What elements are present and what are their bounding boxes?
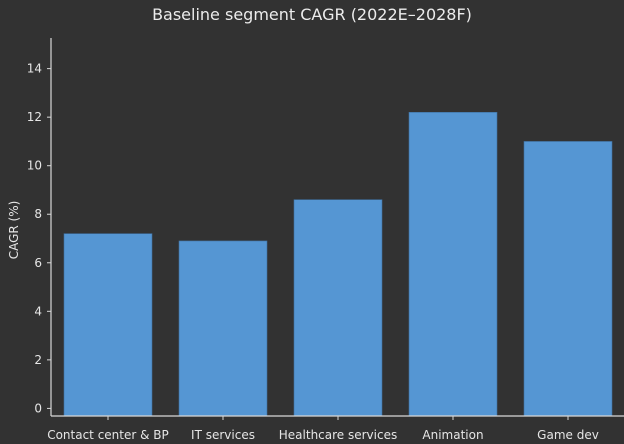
x-tick-label: Healthcare services — [279, 428, 397, 442]
bar — [178, 240, 268, 417]
bar — [63, 233, 153, 417]
x-tick-label: Contact center & BP — [47, 428, 169, 442]
y-tick-label: 14 — [27, 62, 42, 76]
axes-group: Contact center & BP IT services Healthcare… — [27, 38, 624, 442]
y-tick-label: 8 — [34, 207, 42, 221]
bar — [293, 199, 383, 417]
y-tick-label: 12 — [27, 110, 42, 124]
bars-group — [63, 112, 613, 417]
y-tick-label: 2 — [34, 353, 42, 367]
chart-title: Baseline segment CAGR (2022E–2028F) — [152, 5, 472, 24]
y-tick-label: 4 — [34, 304, 42, 318]
y-tick-label: 10 — [27, 159, 42, 173]
bar — [408, 112, 498, 417]
bar — [523, 141, 613, 417]
y-tick-label: 6 — [34, 256, 42, 270]
x-tick-label: Animation — [422, 428, 483, 442]
x-tick-label: IT services — [191, 428, 255, 442]
y-tick-label: 0 — [34, 401, 42, 415]
x-tick-label: Game dev — [537, 428, 599, 442]
